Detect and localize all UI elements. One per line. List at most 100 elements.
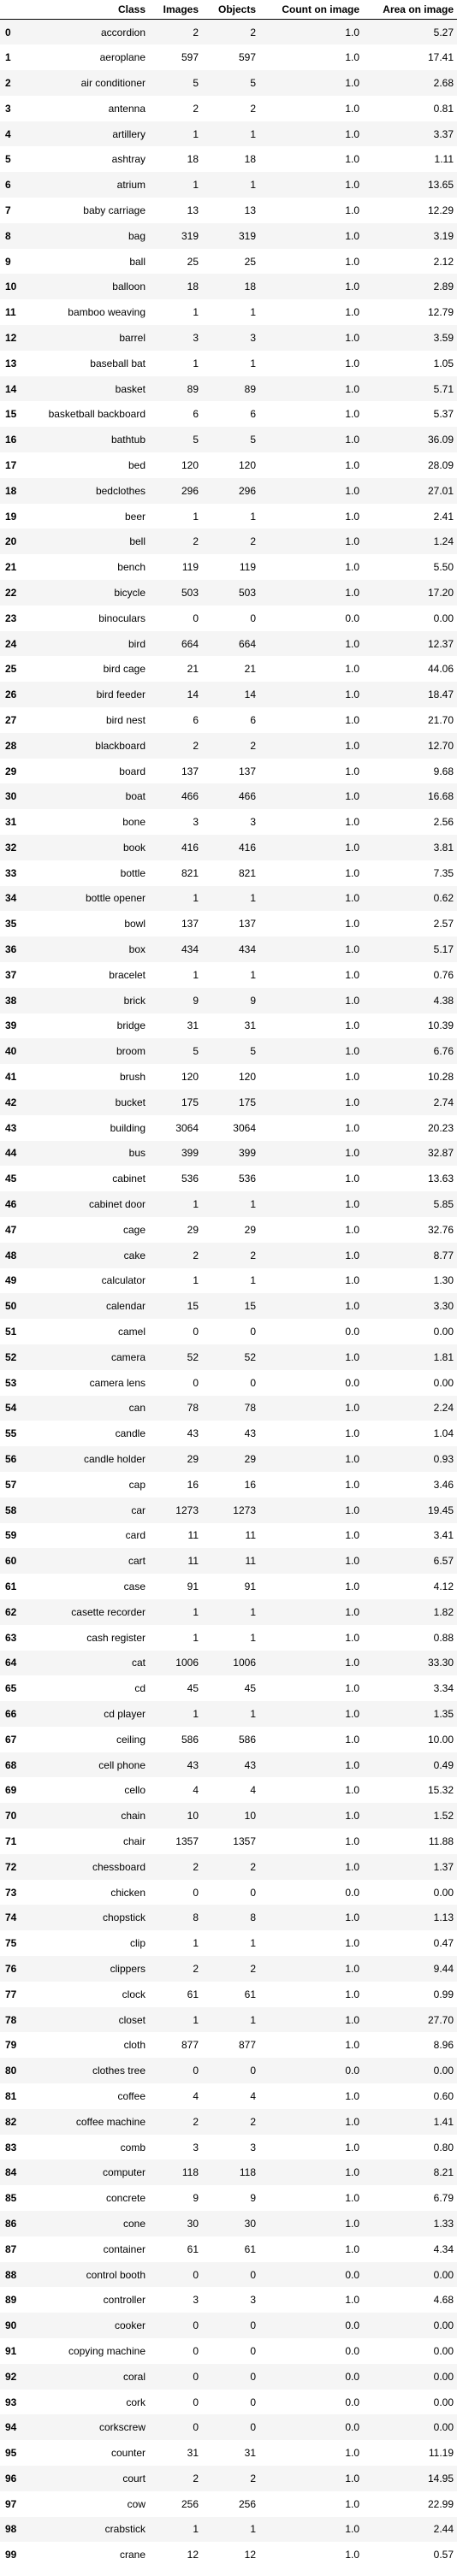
table-row: 91 copying machine 0 0 0.0 0.00 [0,2338,457,2364]
cell-count-on-image: 1.0 [345,281,359,293]
cell-objects: 0 [250,2344,256,2357]
cell-images: 5 [193,76,199,89]
cell-count-on-image: 1.0 [345,102,359,115]
cell-class: aeroplane [99,51,145,64]
cell-area-on-image: 0.00 [433,1886,454,1899]
cell-count-on-image: 1.0 [345,51,359,64]
cell-class: computer [102,2166,145,2179]
table-row: 86 cone 30 30 1.0 1.33 [0,2211,457,2236]
cell-area-on-image: 6.79 [433,2192,454,2205]
cell-count-on-image: 1.0 [345,1810,359,1823]
table-row: 73 chicken 0 0 0.0 0.00 [0,1880,457,1905]
row-index: 93 [5,2396,17,2408]
cell-objects: 12 [244,2549,256,2561]
row-index: 98 [5,2523,17,2536]
cell-count-on-image: 1.0 [345,1173,359,1185]
table-row: 21 bench 119 119 1.0 5.50 [0,554,457,580]
cell-images: 416 [181,841,199,854]
row-index: 31 [5,816,17,829]
cell-images: 52 [187,1350,199,1363]
row-index: 26 [5,688,17,701]
row-index: 74 [5,1911,17,1924]
table-row: 67 ceiling 586 586 1.0 10.00 [0,1727,457,1752]
table-row: 65 cd 45 45 1.0 3.34 [0,1675,457,1701]
cell-class: corkscrew [98,2421,145,2434]
table-row: 88 control booth 0 0 0.0 0.00 [0,2261,457,2288]
cell-class: clippers [110,1962,145,1975]
cell-class: basket [115,382,145,395]
cell-class: clock [122,1988,145,2000]
cell-count-on-image: 1.0 [345,1478,359,1491]
cell-images: 21 [187,663,199,676]
table-row: 83 comb 3 3 1.0 0.80 [0,2135,457,2160]
cell-class: bottle [120,866,145,879]
cell-count-on-image: 1.0 [345,586,359,599]
table-row: 52 camera 52 52 1.0 1.81 [0,1344,457,1370]
cell-objects: 1 [250,1605,256,1618]
row-index: 71 [5,1835,17,1847]
row-index: 51 [5,1326,17,1338]
cell-class: chessboard [92,1860,145,1873]
cell-images: 2 [193,1249,199,1261]
cell-area-on-image: 1.82 [433,1605,454,1618]
row-index: 61 [5,1580,17,1592]
row-index: 16 [5,434,17,446]
cell-objects: 61 [244,1988,256,2000]
cell-objects: 1 [250,892,256,905]
table-row: 3 antenna 2 2 1.0 0.81 [0,96,457,121]
table-row: 5 ashtray 18 18 1.0 1.11 [0,146,457,172]
cell-count-on-image: 1.0 [345,1121,359,1134]
cell-count-on-image: 1.0 [345,2497,359,2510]
cell-count-on-image: 1.0 [345,918,359,931]
row-index: 7 [5,204,11,216]
table-row: 28 blackboard 2 2 1.0 12.70 [0,732,457,759]
cell-images: 16 [187,1478,199,1491]
cell-area-on-image: 1.13 [433,1911,454,1924]
cell-area-on-image: 0.47 [433,1937,454,1950]
cell-class: balloon [112,281,145,293]
row-index: 13 [5,357,17,369]
cell-images: 3 [193,816,199,829]
cell-objects: 137 [238,765,256,777]
cell-objects: 1 [250,1631,256,1644]
row-index: 0 [5,26,11,38]
cell-objects: 120 [238,1071,256,1084]
cell-class: coral [122,2370,145,2383]
cell-class: bone [122,816,145,829]
cell-images: 13 [187,204,199,216]
cell-images: 1 [193,2013,199,2026]
cell-images: 29 [187,1453,199,1466]
cell-area-on-image: 1.30 [433,1274,454,1287]
cell-area-on-image: 4.38 [433,994,454,1007]
row-index: 60 [5,1555,17,1568]
table-row: 71 chair 1357 1357 1.0 11.88 [0,1829,457,1854]
cell-class: copying machine [68,2344,145,2357]
row-index: 17 [5,458,17,471]
cell-area-on-image: 1.41 [433,2115,454,2128]
table-row: 96 court 2 2 1.0 14.95 [0,2466,457,2491]
table-row: 0 accordion 2 2 1.0 5.27 [0,19,457,45]
cell-objects: 5 [250,1045,256,1058]
cell-area-on-image: 0.93 [433,1453,454,1466]
cell-count-on-image: 1.0 [345,306,359,319]
table-row: 47 cage 29 29 1.0 32.76 [0,1217,457,1243]
cell-images: 14 [187,688,199,701]
cell-images: 61 [187,1988,199,2000]
cell-area-on-image: 0.62 [433,892,454,905]
row-index: 72 [5,1860,17,1873]
cell-images: 536 [181,1173,199,1185]
table-row: 27 bird nest 6 6 1.0 21.70 [0,707,457,733]
cell-objects: 2 [250,739,256,752]
cell-count-on-image: 1.0 [345,2039,359,2052]
row-index: 68 [5,1758,17,1771]
cell-objects: 0 [250,2370,256,2383]
cell-count-on-image: 1.0 [345,2523,359,2536]
cell-count-on-image: 1.0 [345,1657,359,1669]
cell-area-on-image: 14.95 [427,2472,454,2484]
row-index: 22 [5,586,17,599]
cell-images: 1 [193,1631,199,1644]
cell-class: ball [129,255,145,268]
cell-objects: 31 [244,2447,256,2460]
cell-area-on-image: 0.57 [433,2549,454,2561]
cell-count-on-image: 1.0 [345,1453,359,1466]
